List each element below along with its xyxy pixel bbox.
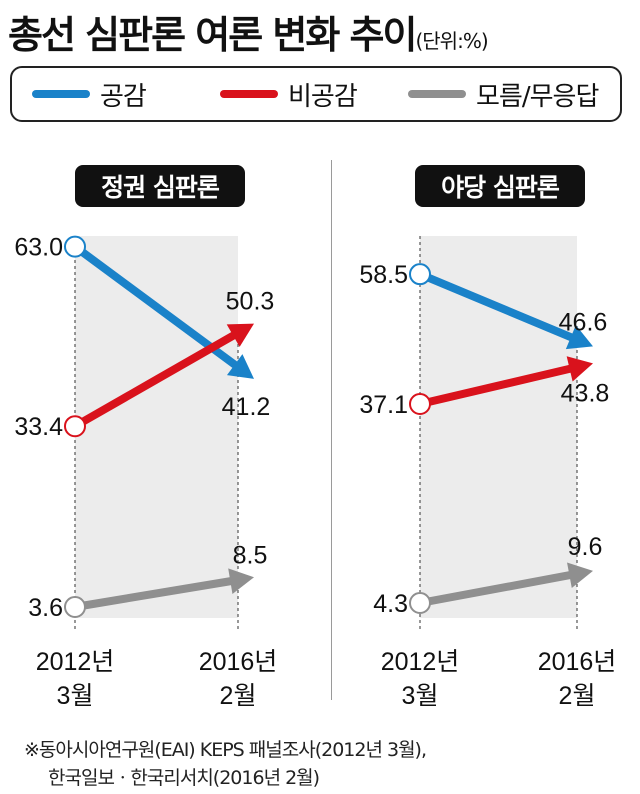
gov-x-tick-0: 2012년 3월 <box>36 648 115 710</box>
gov-x-tick-1: 2016년 2월 <box>199 648 278 710</box>
legend-label-disagree: 비공감 <box>288 81 358 112</box>
panel-divider <box>331 160 332 700</box>
opp-arrowhead-agree <box>565 325 593 350</box>
opp-x-tick-1-part-1: 2월 <box>559 682 596 710</box>
legend-item-no-answer: 모름/무응답 <box>408 78 599 112</box>
gov-arrowhead-disagree <box>226 323 254 347</box>
gov-label-end-disagree: 50.3 <box>226 288 275 316</box>
legend-item-agree: 공감 <box>32 78 147 112</box>
gov-point-start-disagree <box>64 415 86 438</box>
legend-swatch-disagree <box>220 90 278 98</box>
source-line-1: ※동아시아연구원(EAI) KEPS 패널조사(2012년 3월), <box>24 739 427 761</box>
opp-label-start-no-answer: 4.3 <box>373 590 408 618</box>
source-note: ※동아시아연구원(EAI) KEPS 패널조사(2012년 3월), 한국일보ㆍ… <box>24 736 427 792</box>
opp-label-end-disagree: 43.8 <box>561 379 610 407</box>
opp-point-start-disagree <box>409 393 431 416</box>
opp-label-end-no-answer: 9.6 <box>568 533 603 561</box>
gov-line-no-answer <box>74 576 233 611</box>
gov-arrowhead-agree <box>226 354 254 379</box>
opp-label-start-disagree: 37.1 <box>359 391 408 419</box>
title-unit: (단위:%) <box>415 29 488 53</box>
opp-label-end-agree: 46.6 <box>559 308 608 336</box>
gov-label-end-no-answer: 8.5 <box>233 541 268 569</box>
gov-label-end-agree: 41.2 <box>222 393 271 421</box>
panel-title-government: 정권 심판론 <box>75 165 245 207</box>
opp-x-tick-1-part-0: 2016년 <box>538 648 617 676</box>
gov-line-disagree <box>73 331 237 430</box>
gov-label-start-agree: 63.0 <box>14 234 63 262</box>
source-line-2: 한국일보ㆍ한국리서치(2016년 2월) <box>48 767 320 789</box>
gov-label-start-no-answer: 3.6 <box>28 594 63 622</box>
opp-x-tick-0: 2012년 3월 <box>381 648 460 710</box>
legend-swatch-no-answer <box>408 90 466 98</box>
opp-label-start-agree: 58.5 <box>359 261 408 289</box>
gov-x-tick-0-part-0: 2012년 <box>36 648 115 676</box>
legend: 공감 비공감 모름/무응답 <box>10 66 622 122</box>
opp-shaded-area <box>420 236 577 618</box>
gov-shaded-area <box>75 236 238 618</box>
opp-line-agree <box>418 270 575 342</box>
legend-item-disagree: 비공감 <box>220 78 358 112</box>
gov-point-start-agree <box>64 235 86 258</box>
gov-point-start-no-answer <box>64 596 86 618</box>
opp-line-no-answer <box>419 570 573 607</box>
legend-label-agree: 공감 <box>100 81 147 112</box>
gov-x-tick-0-part-1: 3월 <box>57 682 94 710</box>
gov-arrowhead-no-answer <box>228 568 254 595</box>
opp-arrowhead-no-answer <box>567 562 593 589</box>
opp-panel: 58.5 46.6 37.1 43.8 4.3 9.6 2012년 3월 2016년 2월 <box>359 236 616 710</box>
title-main: 총선 심판론 여론 변화 추이 <box>8 13 417 57</box>
opp-x-tick-0-part-1: 3월 <box>402 682 439 710</box>
opp-line-disagree <box>419 364 573 408</box>
gov-label-start-disagree: 33.4 <box>14 413 63 441</box>
gov-x-tick-1-part-0: 2016년 <box>199 648 278 676</box>
legend-label-no-answer: 모름/무응답 <box>476 81 599 112</box>
opp-point-start-agree <box>409 263 431 286</box>
chart-title: 총선 심판론 여론 변화 추이(단위:%) <box>8 4 489 59</box>
gov-x-tick-1-part-1: 2월 <box>220 682 257 710</box>
opp-point-start-no-answer <box>409 592 431 614</box>
opp-arrowhead-disagree <box>566 356 593 382</box>
opp-x-tick-1: 2016년 2월 <box>538 648 617 710</box>
legend-swatch-agree <box>32 90 90 98</box>
panel-title-opposition: 야당 심판론 <box>415 165 585 207</box>
gov-panel: 63.0 41.2 33.4 50.3 3.6 8.5 2012년 3월 2016년 2월 <box>14 234 277 710</box>
opp-x-tick-0-part-0: 2012년 <box>381 648 460 676</box>
